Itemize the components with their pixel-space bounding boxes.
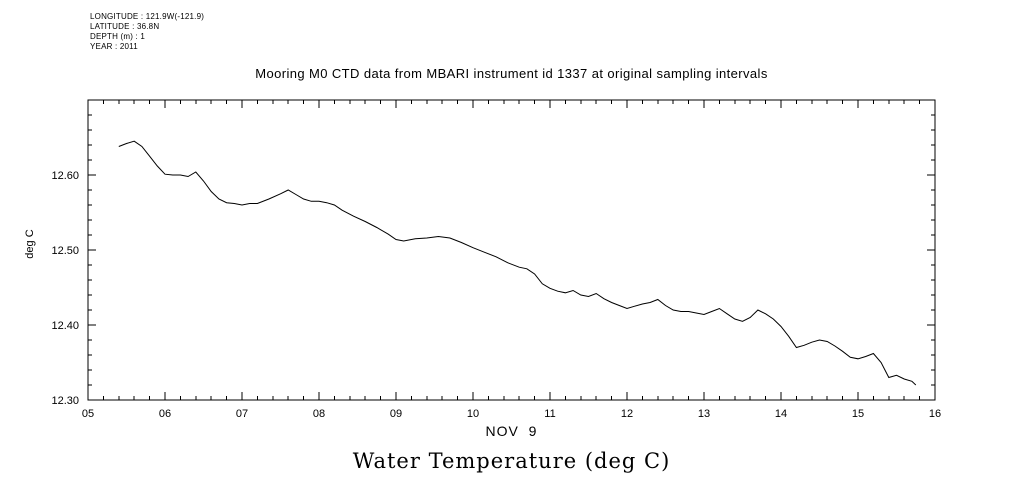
chart-title: Mooring M0 CTD data from MBARI instrumen…: [255, 66, 768, 81]
x-tick-label: 13: [698, 408, 710, 420]
metadata-block: LONGITUDE : 121.9W(-121.9) LATITUDE : 36…: [90, 12, 204, 52]
y-tick-label: 12.60: [51, 170, 79, 182]
x-tick-label: 14: [775, 408, 787, 420]
y-tick-label: 12.40: [51, 320, 79, 332]
metadata-latitude: LATITUDE : 36.8N: [90, 22, 160, 31]
x-tick-label: 05: [82, 408, 94, 420]
figure-caption: Water Temperature (deg C): [352, 449, 671, 473]
metadata-year: YEAR : 2011: [90, 42, 138, 51]
plot-frame: [87, 99, 936, 401]
temperature-line: [118, 140, 917, 386]
y-tick-label: 12.50: [51, 245, 79, 257]
y-tick-label: 12.30: [51, 395, 79, 407]
x-axis-date-label: NOV 9: [485, 423, 538, 439]
x-tick-label: 15: [852, 408, 864, 420]
x-tick-label: 16: [929, 408, 941, 420]
x-tick-label: 07: [236, 408, 248, 420]
x-tick-label: 11: [544, 408, 555, 420]
y-axis-label: deg C: [24, 229, 36, 259]
metadata-depth: DEPTH (m) : 1: [90, 32, 146, 41]
x-tick-label: 10: [467, 408, 479, 420]
x-tick-label: 09: [390, 408, 402, 420]
x-tick-label: 12: [621, 408, 633, 420]
x-tick-label: 08: [313, 408, 325, 420]
metadata-longitude: LONGITUDE : 121.9W(-121.9): [90, 12, 205, 21]
x-tick-label: 06: [159, 408, 171, 420]
